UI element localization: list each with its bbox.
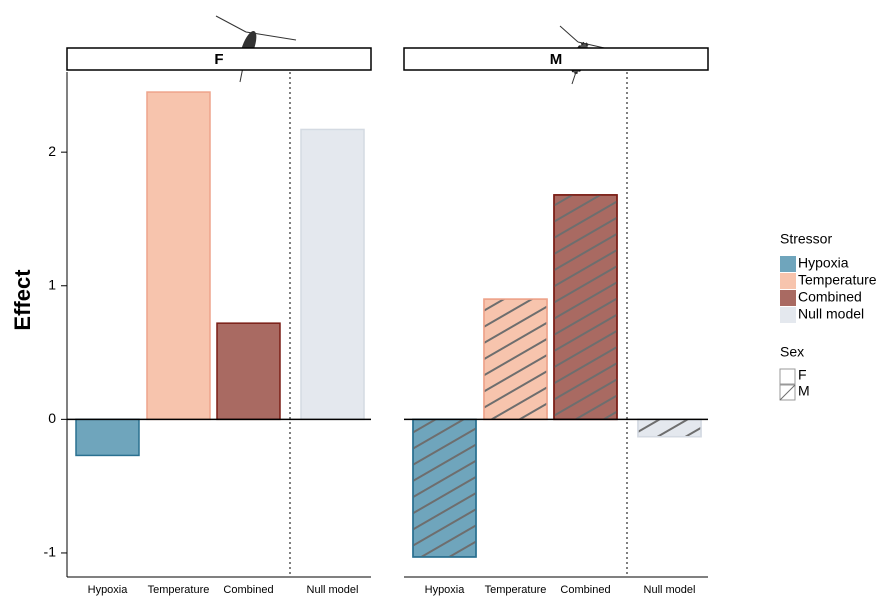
legend-key bbox=[780, 290, 796, 306]
x-tick-label: Null model bbox=[644, 584, 696, 596]
bar bbox=[216, 322, 281, 421]
legend-key bbox=[779, 368, 796, 385]
legend-label: M bbox=[798, 383, 810, 399]
legend-label: Null model bbox=[798, 306, 864, 322]
legend-title: Stressor bbox=[780, 231, 832, 247]
x-tick-label: Combined bbox=[223, 584, 273, 596]
x-tick-label: Temperature bbox=[485, 584, 547, 596]
bar-hatch bbox=[412, 418, 477, 558]
facet-label: F bbox=[214, 51, 223, 68]
bar-hatch bbox=[553, 194, 618, 421]
legend-label: Temperature bbox=[798, 272, 877, 288]
facet-label: M bbox=[550, 51, 563, 68]
facet-strip bbox=[403, 47, 709, 71]
legend-hatch bbox=[779, 384, 796, 401]
y-tick-label: 1 bbox=[48, 276, 56, 292]
x-tick-label: Null model bbox=[307, 584, 359, 596]
legend-key bbox=[780, 256, 796, 272]
legend-key bbox=[780, 273, 796, 289]
legend-title: Sex bbox=[780, 344, 804, 360]
bar bbox=[75, 418, 140, 457]
facet-strip bbox=[66, 47, 372, 71]
x-tick-label: Hypoxia bbox=[88, 584, 129, 596]
x-tick-label: Temperature bbox=[148, 584, 210, 596]
legend-label: Hypoxia bbox=[798, 255, 849, 271]
legend-label: Combined bbox=[798, 289, 862, 305]
bar-hatch bbox=[483, 298, 548, 421]
x-tick-label: Combined bbox=[560, 584, 610, 596]
bar bbox=[146, 91, 211, 421]
y-tick-label: 0 bbox=[48, 410, 56, 426]
y-tick-label: 2 bbox=[48, 143, 56, 159]
y-axis-label: Effect bbox=[10, 269, 35, 331]
y-tick-label: -1 bbox=[44, 544, 57, 560]
x-tick-label: Hypoxia bbox=[425, 584, 466, 596]
legend-key bbox=[780, 307, 796, 323]
bar bbox=[300, 128, 365, 421]
bar-hatch bbox=[637, 418, 702, 438]
legend-label: F bbox=[798, 367, 807, 383]
